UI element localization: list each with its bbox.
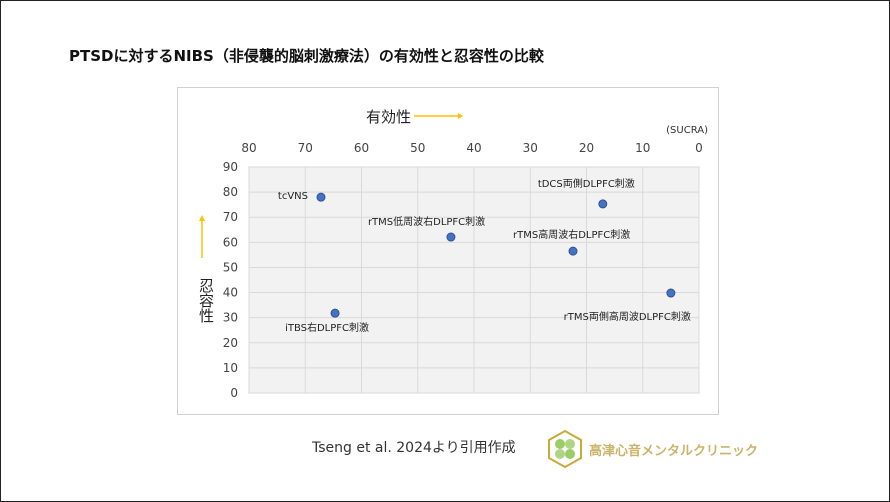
y-tick-label: 80 (223, 185, 238, 199)
x-tick-label: 0 (695, 141, 703, 155)
clinic-logo: 高津心音メンタルクリニック (547, 429, 758, 469)
y-tick-label: 30 (223, 311, 238, 325)
y-tick-label: 60 (223, 235, 238, 249)
x-arrowhead-icon (458, 113, 463, 119)
y-tick-label: 50 (223, 260, 238, 274)
data-point (568, 246, 578, 256)
scatter-chart: 80 70 60 50 40 30 20 10 00102030405060708090有効性(… (197, 108, 708, 400)
y-tick-label: 20 (223, 336, 238, 350)
data-point (666, 288, 676, 298)
data-point (446, 232, 456, 242)
clover-logo-icon (548, 429, 582, 469)
x-tick-label: 30 (523, 141, 538, 155)
x-axis-title: 有効性 (366, 108, 411, 126)
data-label: rTMS低周波右DLPFC刺激 (368, 215, 485, 228)
y-tick-label: 90 (223, 160, 238, 174)
x-tick-label: 10 (635, 141, 650, 155)
y-arrowhead-icon (199, 215, 205, 221)
data-label: iTBS右DLPFC刺激 (285, 321, 369, 334)
x-unit-label: (SUCRA) (666, 125, 708, 136)
y-tick-label: 0 (230, 386, 238, 400)
x-tick-label: 50 (410, 141, 425, 155)
data-label: rTMS高周波右DLPFC刺激 (513, 228, 630, 241)
x-tick-label: 40 (466, 141, 481, 155)
clinic-name: 高津心音メンタルクリニック (589, 443, 759, 459)
y-tick-label: 40 (223, 286, 238, 300)
data-point (330, 308, 340, 318)
x-tick-label: 20 (579, 141, 594, 155)
x-tick-label: 70 (298, 141, 313, 155)
y-tick-label: 10 (223, 361, 238, 375)
data-label: rTMS両側高周波DLPFC刺激 (564, 310, 691, 323)
data-point (316, 192, 326, 202)
citation: Tseng et al. 2024より引用作成 (312, 440, 516, 456)
slide-title: PTSDに対するNIBS（非侵襲的脳刺激療法）の有効性と忍容性の比較 (69, 47, 544, 65)
y-tick-label: 70 (223, 210, 238, 224)
data-label: tcVNS (278, 191, 308, 202)
data-label: tDCS両側DLPFC刺激 (538, 177, 635, 190)
y-axis-title: 忍容性 (197, 278, 215, 323)
x-tick-label: 60 (354, 141, 369, 155)
x-tick-label: 80 (241, 141, 256, 155)
chart-container: 80 70 60 50 40 30 20 10 0 0 10 20 30 40 50 60 70 80 90 有効性(… (177, 87, 719, 415)
data-point (598, 199, 608, 209)
